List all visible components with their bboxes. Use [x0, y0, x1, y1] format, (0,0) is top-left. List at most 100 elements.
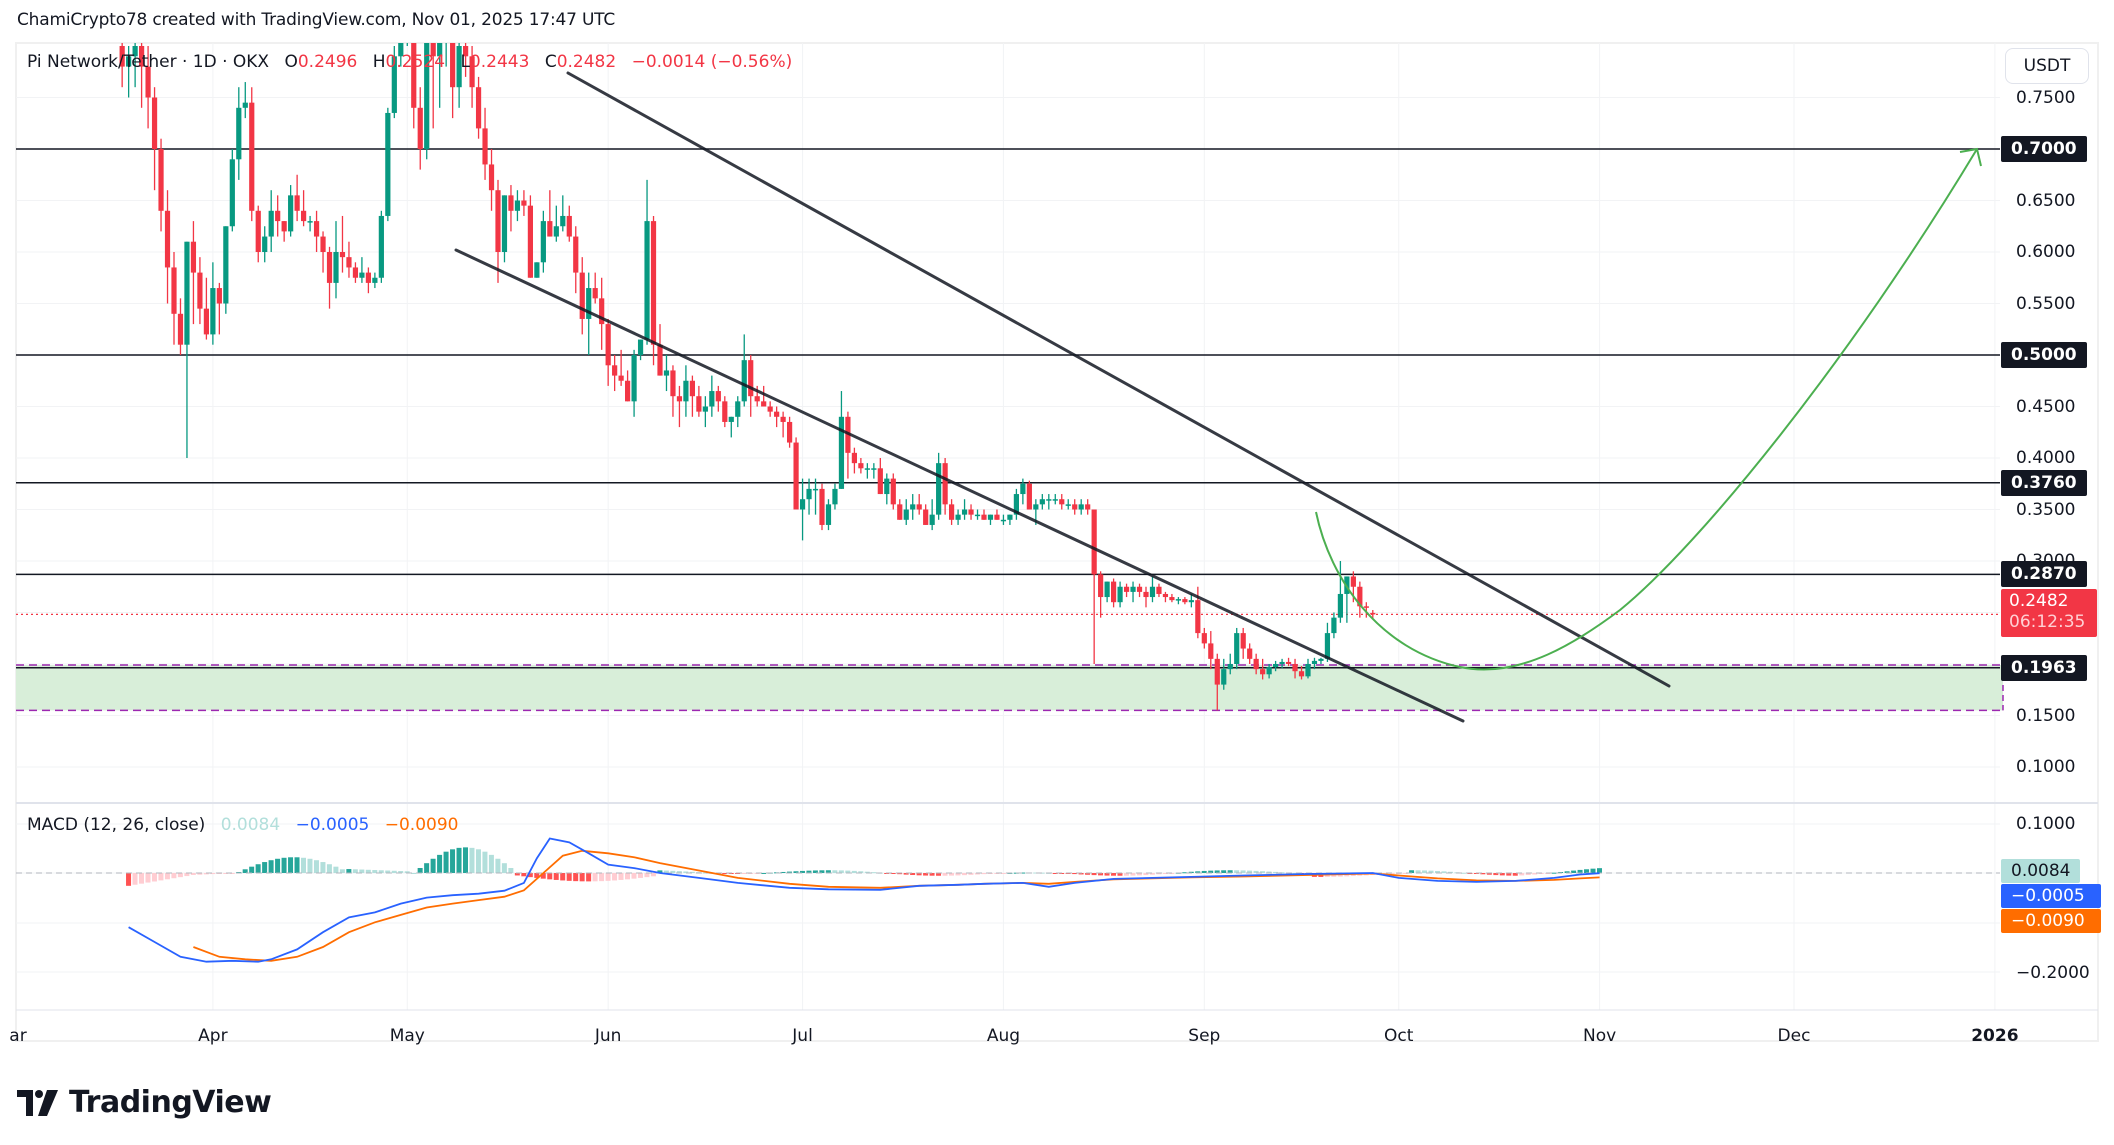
candle: [1331, 617, 1337, 634]
price-axis-tick: 0.5500: [2016, 293, 2076, 314]
currency-selector[interactable]: USDT: [2005, 48, 2089, 84]
time-axis-label: Jun: [594, 1026, 622, 1046]
candle: [1123, 586, 1130, 592]
time-axis-label: Sep: [1188, 1026, 1221, 1046]
candle: [391, 56, 397, 113]
candle: [1370, 612, 1376, 615]
candle: [313, 221, 320, 237]
candle: [1240, 633, 1246, 649]
candle: [229, 159, 235, 227]
candle: [1182, 599, 1188, 603]
macd-signal-tag: −0.0090: [2001, 909, 2101, 933]
candle: [1266, 667, 1272, 675]
candle: [475, 87, 482, 129]
candle: [203, 308, 209, 335]
time-axis-label: Nov: [1583, 1026, 1617, 1046]
candle: [1350, 576, 1356, 587]
candle: [398, 43, 404, 57]
candle: [126, 56, 132, 67]
candle: [748, 360, 754, 397]
candle: [689, 380, 695, 397]
candle: [832, 488, 838, 505]
candle: [1285, 661, 1292, 664]
candle: [936, 463, 942, 515]
macd-indicator-name[interactable]: MACD (12, 26, close): [27, 815, 206, 835]
candle: [177, 313, 184, 345]
time-axis-label: Jul: [792, 1026, 813, 1046]
candle: [1169, 597, 1175, 601]
candle: [151, 97, 158, 149]
candle: [1104, 581, 1110, 598]
candle: [450, 43, 456, 88]
open-value: 0.2496: [297, 52, 358, 72]
candle: [897, 504, 903, 520]
candle: [709, 391, 715, 407]
macd-signal-line: [193, 849, 1600, 962]
candle: [469, 56, 475, 88]
macd-axis-tick: 0.1000: [2016, 814, 2076, 834]
candle: [1156, 586, 1162, 594]
candle: [1162, 593, 1169, 598]
candles: [119, 0, 1376, 711]
candle: [488, 164, 495, 191]
projection-arrowhead-icon: [1959, 147, 1982, 167]
candle: [145, 66, 151, 98]
high-label: H: [372, 52, 386, 72]
candle: [942, 463, 948, 505]
candle: [139, 46, 145, 67]
candle: [385, 112, 391, 216]
price-axis-tick: 0.1000: [2016, 757, 2076, 777]
candle: [346, 257, 352, 268]
candle: [871, 468, 877, 470]
candle: [1195, 600, 1201, 634]
time-axis-label: ar: [9, 1026, 27, 1046]
candle: [1363, 606, 1369, 608]
candle: [916, 504, 922, 510]
candle: [754, 396, 760, 402]
candle: [424, 43, 430, 150]
last-price-tag: 0.2482 06:12:35: [2001, 589, 2097, 637]
price-axis-tick: 0.4000: [2016, 448, 2076, 468]
candle: [294, 195, 300, 211]
candle: [663, 370, 670, 376]
candle: [1026, 483, 1032, 510]
high-value: 0.2524: [385, 52, 446, 72]
candle: [761, 401, 767, 407]
candle: [715, 391, 721, 402]
candle: [1091, 509, 1097, 575]
macd-axis-tick: −0.2000: [2016, 963, 2090, 983]
price-axis-tick: 0.1500: [2016, 705, 2076, 726]
candle: [1111, 581, 1117, 603]
time-axis-label: Dec: [1777, 1026, 1811, 1046]
tradingview-logo[interactable]: TradingView: [17, 1085, 272, 1120]
candle: [910, 504, 916, 510]
candle: [119, 46, 125, 67]
candle: [819, 488, 825, 525]
candle: [301, 210, 307, 222]
candle: [372, 277, 378, 283]
bar-countdown: 06:12:35: [2009, 612, 2086, 632]
candle: [1117, 586, 1123, 603]
tradingview-logo-icon: [17, 1089, 58, 1116]
symbol-name[interactable]: Pi Network/Tether · 1D · OKX: [27, 52, 270, 72]
tradingview-wordmark: TradingView: [69, 1085, 272, 1120]
candle: [190, 241, 197, 273]
candle: [521, 200, 527, 206]
candle: [573, 236, 579, 273]
candle: [858, 463, 864, 469]
candle: [268, 210, 274, 237]
time-axis-label: May: [389, 1026, 425, 1046]
candle: [242, 102, 248, 108]
candle: [1298, 671, 1305, 677]
candle: [365, 272, 371, 283]
chart-frame: [15, 42, 2099, 1042]
candle: [405, 0, 410, 5]
candle: [605, 324, 611, 366]
candle: [579, 272, 585, 319]
candle: [599, 298, 605, 325]
candle: [359, 272, 365, 278]
candle: [288, 195, 294, 232]
candle: [197, 272, 203, 309]
candle: [171, 267, 177, 314]
